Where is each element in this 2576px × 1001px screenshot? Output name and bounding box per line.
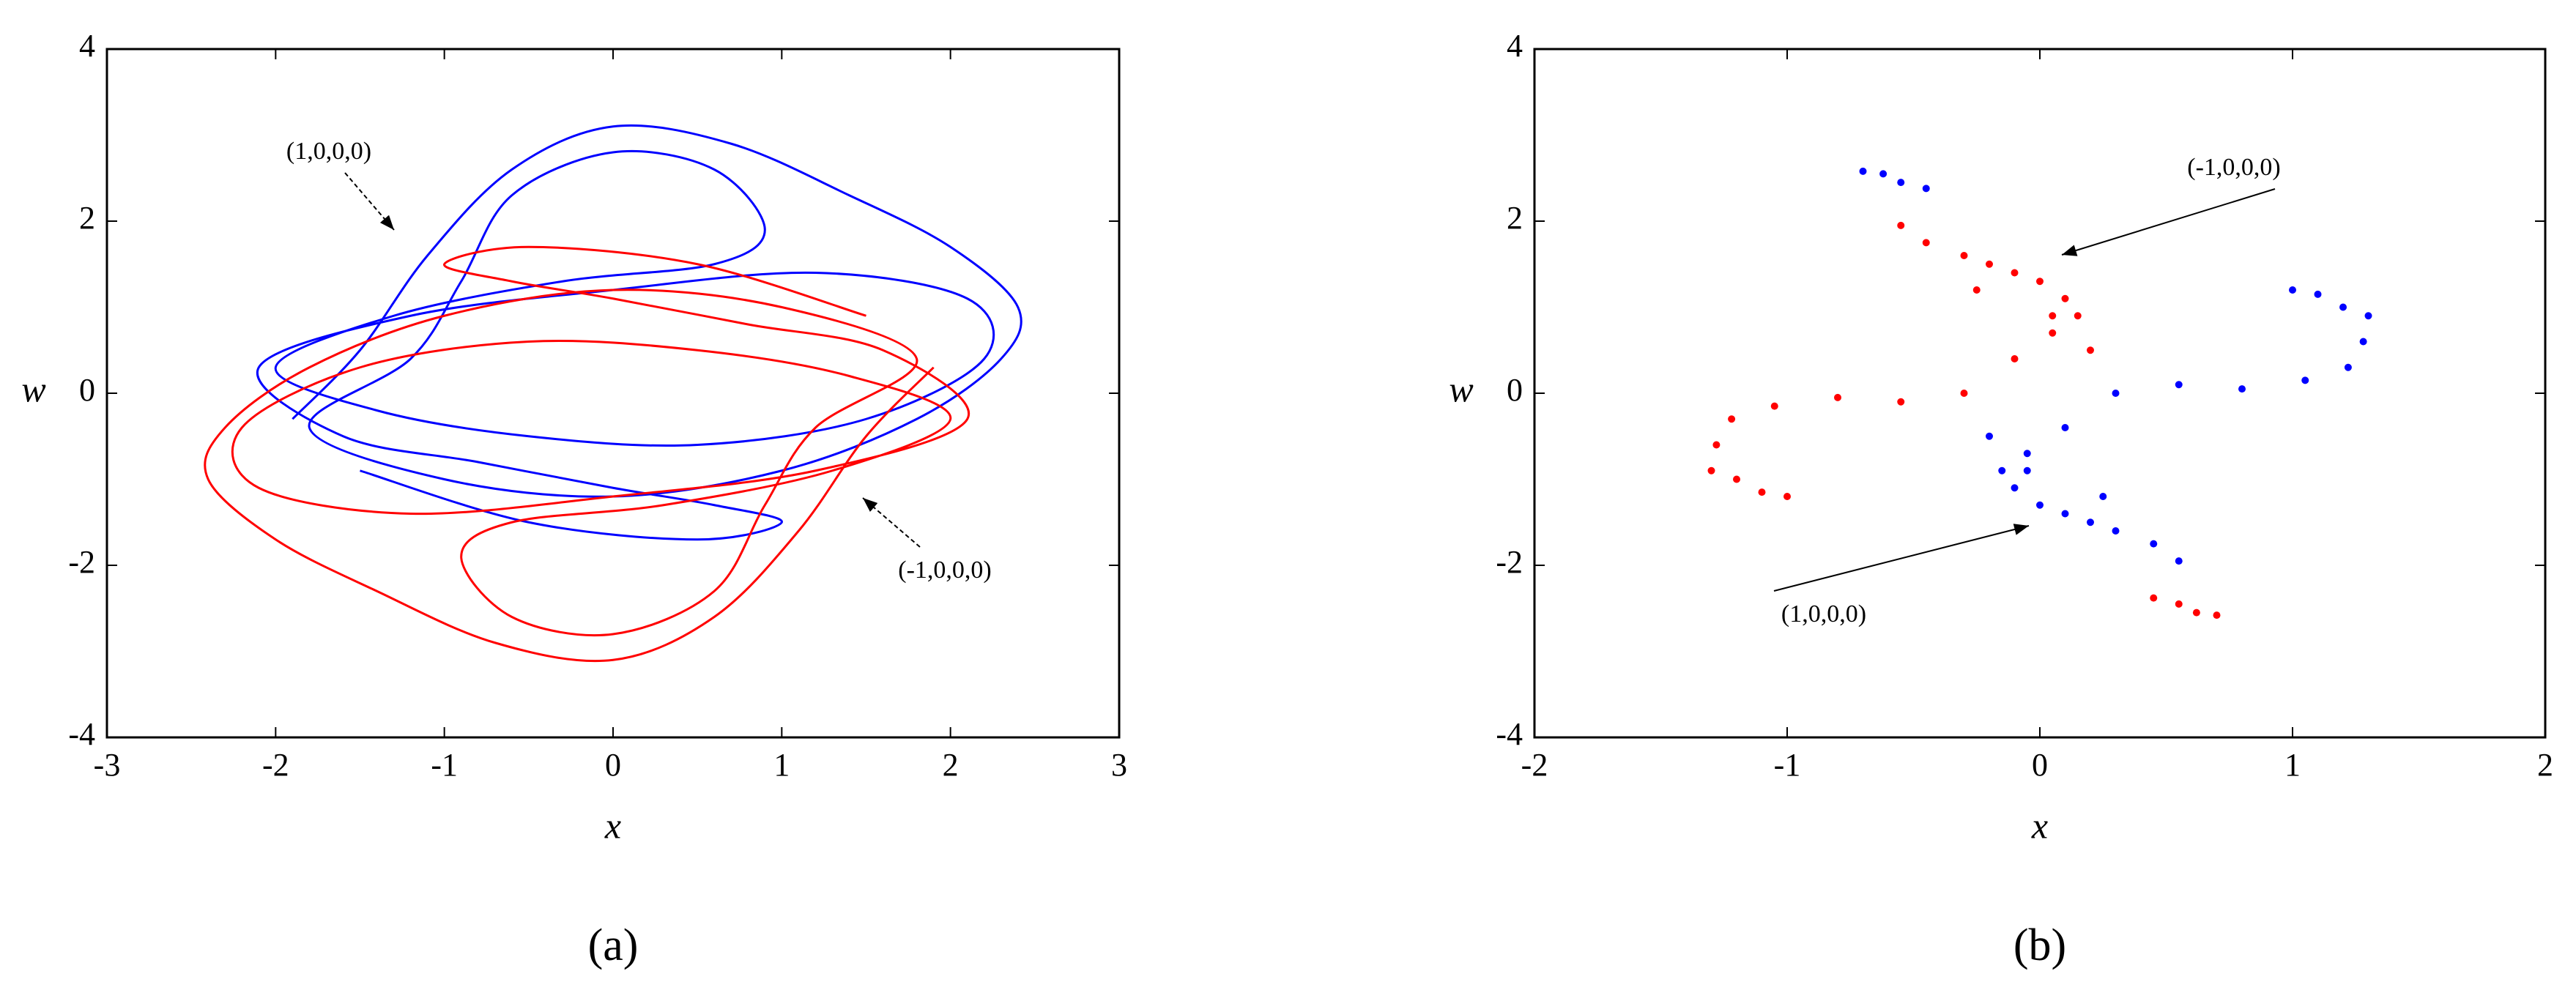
point xyxy=(1707,466,1715,475)
series-line xyxy=(204,245,970,663)
annotation-arrow xyxy=(862,497,921,548)
point xyxy=(1986,432,1993,440)
y-tick-label: -2 xyxy=(1496,544,1523,580)
point xyxy=(2011,355,2019,362)
point xyxy=(1922,239,1930,247)
panel-label: (b) xyxy=(2013,920,2066,970)
point xyxy=(2238,385,2246,393)
point xyxy=(2192,609,2200,617)
plot-frame xyxy=(1533,48,2547,739)
point xyxy=(2150,594,2158,602)
point xyxy=(2289,286,2296,294)
point xyxy=(2061,424,2069,431)
point xyxy=(2049,312,2057,320)
y-tick-label: -4 xyxy=(68,716,95,752)
point xyxy=(2023,466,2031,475)
point xyxy=(2175,557,2183,565)
point xyxy=(1897,221,1905,229)
point xyxy=(1879,170,1888,178)
point xyxy=(2087,518,2094,526)
point xyxy=(1783,493,1791,500)
point xyxy=(2061,510,2069,518)
x-tick-label: 2 xyxy=(943,747,959,783)
point xyxy=(1733,475,1740,483)
point xyxy=(1986,260,1993,268)
point xyxy=(1922,185,1930,193)
x-tick-label: 0 xyxy=(605,747,621,783)
point xyxy=(1728,415,1736,423)
point xyxy=(1859,167,1867,175)
point xyxy=(2150,540,2158,548)
point xyxy=(2049,329,2057,337)
annotation-arrow xyxy=(344,172,395,231)
x-tick-label: -2 xyxy=(262,747,289,783)
x-tick-label: 1 xyxy=(2284,747,2301,783)
point xyxy=(2011,269,2019,277)
annotation-arrow xyxy=(2061,188,2276,256)
point xyxy=(1998,466,2006,475)
y-axis-title: w xyxy=(1449,368,1473,409)
point xyxy=(2175,381,2183,389)
point xyxy=(2175,600,2183,608)
point xyxy=(1960,390,1968,397)
point xyxy=(2112,390,2120,397)
annotation: (-1,0,0,0) xyxy=(2187,154,2280,181)
x-tick-label: 1 xyxy=(773,747,790,783)
point xyxy=(2339,303,2347,311)
y-tick-label: 4 xyxy=(79,28,95,64)
point xyxy=(1758,488,1766,496)
annotation: (1,0,0,0) xyxy=(286,138,371,165)
y-tick-label: 0 xyxy=(79,372,95,408)
point xyxy=(2112,527,2120,535)
y-tick-label: 2 xyxy=(79,200,95,236)
point xyxy=(1770,402,1778,410)
annotation: (-1,0,0,0) xyxy=(898,557,991,584)
x-axis-title: x xyxy=(2031,805,2048,846)
annotation: (1,0,0,0) xyxy=(1781,600,1866,628)
point xyxy=(2364,312,2372,320)
point xyxy=(1834,393,1841,401)
x-tick-label: -1 xyxy=(1774,747,1801,783)
y-tick-label: 2 xyxy=(1507,200,1523,236)
point xyxy=(2301,376,2309,384)
point xyxy=(2023,450,2031,458)
x-tick-label: -2 xyxy=(1521,747,1548,783)
point xyxy=(2099,493,2107,500)
point xyxy=(2036,501,2044,509)
panel-label: (a) xyxy=(588,920,639,970)
x-tick-label: 3 xyxy=(1111,747,1127,783)
point xyxy=(2213,611,2221,619)
point xyxy=(1960,252,1968,259)
annotation-arrow xyxy=(1773,524,2030,592)
series-line xyxy=(256,124,1022,541)
point xyxy=(1897,179,1905,187)
point xyxy=(1712,441,1721,449)
point xyxy=(2087,346,2094,354)
y-tick-label: -2 xyxy=(68,544,95,580)
point xyxy=(1897,398,1905,406)
point xyxy=(2036,278,2044,286)
point xyxy=(2314,290,2322,298)
x-tick-label: 0 xyxy=(2032,747,2048,783)
y-tick-label: 4 xyxy=(1507,28,1523,64)
plot-frame xyxy=(105,48,1121,739)
x-axis-title: x xyxy=(604,805,621,846)
y-tick-label: -4 xyxy=(1496,716,1523,752)
x-tick-label: -3 xyxy=(94,747,121,783)
point xyxy=(2359,338,2367,346)
point xyxy=(2074,312,2082,320)
point xyxy=(2344,363,2352,371)
point xyxy=(2011,484,2019,492)
y-axis-title: w xyxy=(21,368,45,409)
point xyxy=(2061,294,2069,302)
x-tick-label: 2 xyxy=(2537,747,2553,783)
x-tick-label: -1 xyxy=(431,747,458,783)
point xyxy=(1972,286,1981,294)
y-tick-label: 0 xyxy=(1507,372,1523,408)
